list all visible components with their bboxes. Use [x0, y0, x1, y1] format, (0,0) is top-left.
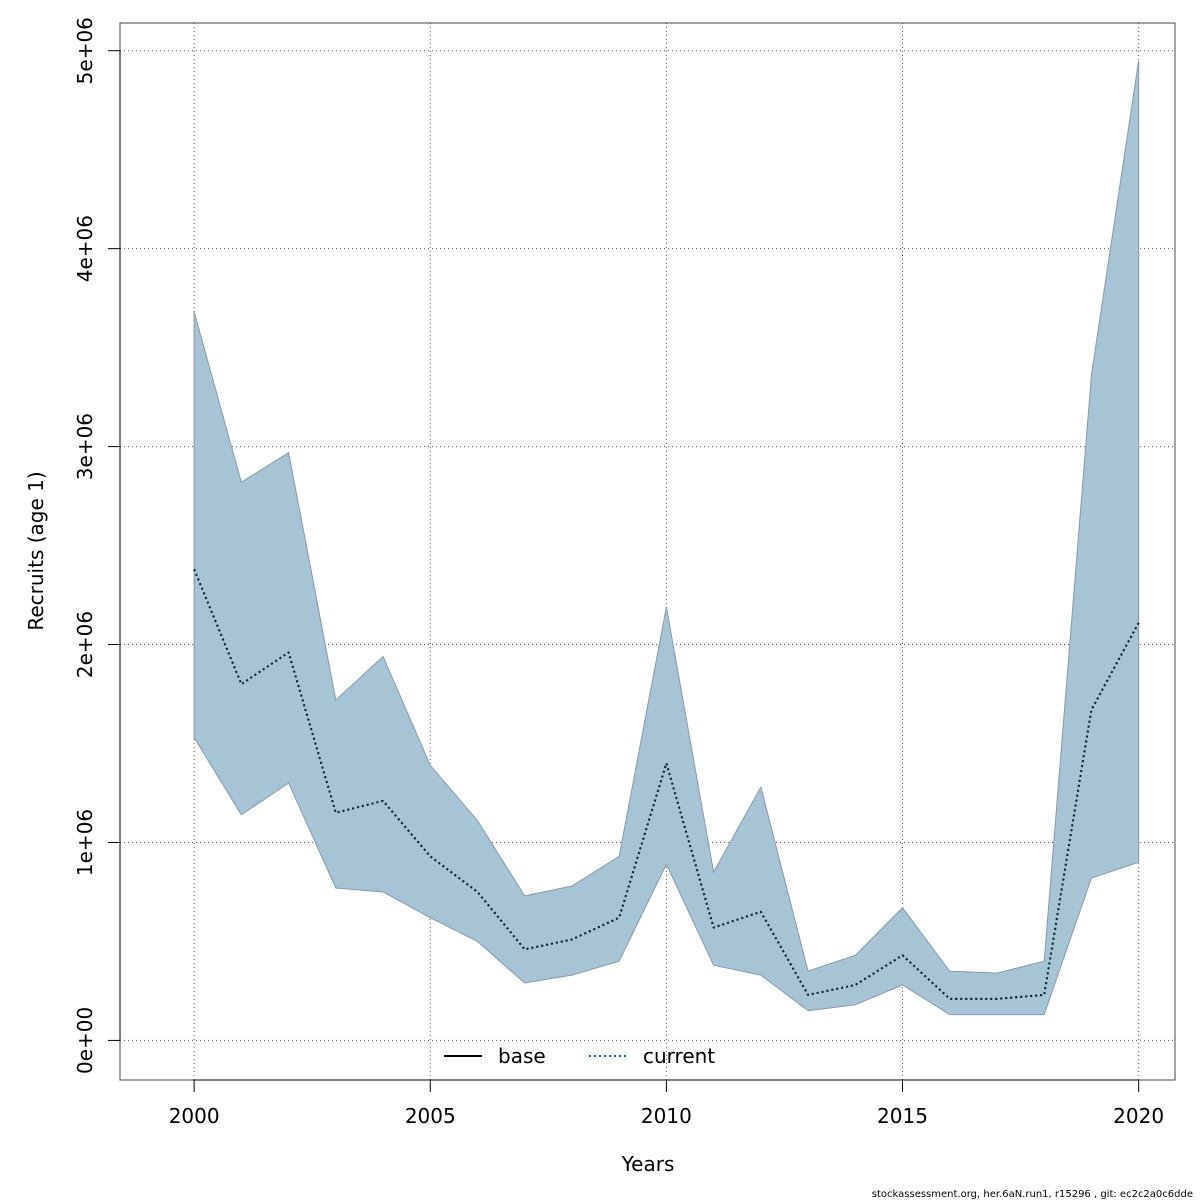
- y-tick-label-4e+06: 4e+06: [73, 215, 97, 282]
- series-lines: [193, 568, 1140, 1000]
- legend-label-current: current: [643, 1044, 715, 1068]
- confidence-band-area: [193, 60, 1140, 1016]
- y-axis-title: Recruits (age 1): [24, 471, 48, 630]
- x-tick-label-2000: 2000: [169, 1104, 220, 1128]
- y-tick-label-2e+06: 2e+06: [73, 611, 97, 678]
- x-tick-label-2015: 2015: [877, 1104, 928, 1128]
- x-tick-label-2020: 2020: [1113, 1104, 1164, 1128]
- footer-note: stockassessment.org, her.6aN.run1, r1529…: [872, 1189, 1193, 1200]
- y-tick-label-5e+06: 5e+06: [73, 17, 97, 84]
- y-tick-label-3e+06: 3e+06: [73, 413, 97, 480]
- legend-label-base: base: [498, 1044, 546, 1068]
- x-tick-label-2010: 2010: [641, 1104, 692, 1128]
- y-tick-label-0e+00: 0e+00: [73, 1007, 97, 1074]
- axes: 2000 2005 2010 2015 2020 0e+00 1e+06 2e+06 3e+06…: [73, 17, 1164, 1128]
- series-line-current-core: [193, 568, 1140, 1000]
- x-tick-label-2005: 2005: [405, 1104, 456, 1128]
- y-tick-label-1e+06: 1e+06: [73, 809, 97, 876]
- x-axis-title: Years: [621, 1152, 675, 1176]
- legend: base current: [444, 1044, 715, 1068]
- confidence-band: [193, 60, 1140, 1016]
